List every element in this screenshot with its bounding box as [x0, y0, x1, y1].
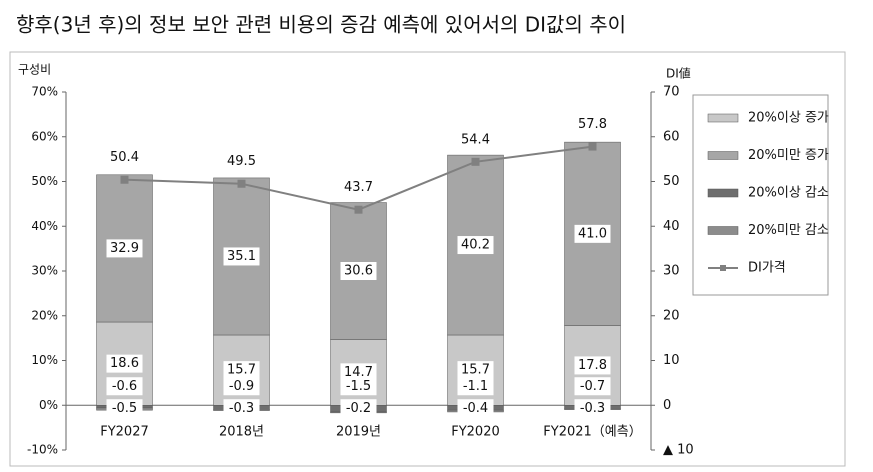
value-label-box	[106, 399, 143, 418]
y2-tick-label: 50	[663, 174, 680, 189]
value-label: 17.8	[578, 358, 607, 373]
x-tick-label: 2018년	[219, 425, 264, 440]
value-label: -0.3	[580, 401, 605, 416]
value-label-box	[223, 377, 260, 396]
value-label-box	[457, 399, 494, 418]
value-label: 15.7	[227, 363, 256, 378]
value-label: 14.7	[344, 365, 373, 380]
x-tick-label: 2019년	[336, 425, 381, 440]
line-value-label: 50.4	[110, 150, 139, 165]
legend-swatch	[707, 226, 739, 235]
y2-axis-label: DI値	[666, 66, 691, 81]
legend-swatch	[720, 265, 726, 271]
value-label-box	[106, 239, 143, 258]
value-label: -0.4	[463, 401, 488, 416]
line-value-label: 54.4	[461, 132, 490, 147]
line-value-label: 57.8	[578, 117, 607, 132]
value-label-box	[574, 224, 611, 243]
value-label-box	[106, 354, 143, 373]
y2-tick-label: ▲ 10	[663, 443, 694, 458]
value-label: 30.6	[344, 264, 373, 279]
y-tick-label: 70%	[31, 85, 58, 99]
value-label-box	[223, 399, 260, 418]
value-label: -0.9	[229, 379, 254, 394]
value-label: -0.2	[346, 401, 371, 416]
line-marker	[588, 142, 597, 151]
value-label: 40.2	[461, 238, 490, 253]
value-label-box	[340, 363, 377, 382]
legend-swatch	[707, 151, 739, 160]
line-marker	[120, 175, 129, 184]
value-label: -1.5	[346, 379, 371, 394]
y-tick-label: 0%	[39, 398, 58, 412]
value-label: -0.6	[112, 379, 137, 394]
y-tick-label: 40%	[31, 219, 58, 233]
y-axis-label: 구성비	[18, 63, 51, 77]
x-tick-label: FY2020	[451, 425, 500, 440]
value-label: -1.1	[463, 379, 488, 394]
value-label-box	[340, 262, 377, 280]
legend-swatch	[707, 113, 739, 123]
value-label: 18.6	[110, 356, 139, 371]
line-value-label: 43.7	[344, 180, 373, 195]
value-label: 35.1	[227, 249, 256, 264]
line-marker	[237, 179, 246, 188]
y2-tick-label: 40	[663, 219, 680, 234]
y-tick-label: 30%	[31, 264, 58, 278]
value-label-box	[457, 236, 494, 255]
value-label: -0.7	[580, 379, 605, 394]
y-tick-label: -10%	[27, 443, 58, 457]
value-label: -0.3	[229, 401, 254, 416]
value-label: 32.9	[110, 241, 139, 256]
legend-label: DI가격	[748, 261, 786, 276]
value-label-box	[223, 361, 260, 380]
value-label-box	[340, 399, 377, 418]
y-tick-label: 20%	[31, 308, 58, 322]
value-label-box	[574, 399, 611, 418]
legend-swatch	[707, 188, 739, 198]
line-marker	[354, 205, 363, 214]
x-tick-label: FY2027	[100, 425, 149, 440]
value-label-box	[574, 377, 611, 396]
y2-tick-label: 60	[663, 129, 680, 144]
value-label-box	[457, 377, 494, 396]
y2-tick-label: 10	[663, 353, 680, 368]
y-tick-label: 60%	[31, 129, 58, 143]
y2-tick-label: 20	[663, 308, 680, 323]
value-label: 15.7	[461, 363, 490, 378]
value-label-box	[223, 247, 260, 266]
title-box	[0, 0, 720, 48]
legend-label: 20%미만 감소	[748, 223, 829, 238]
y-tick-label: 50%	[31, 174, 58, 188]
y2-tick-label: 30	[663, 264, 680, 279]
legend-label: 20%이상 감소	[748, 186, 829, 201]
x-tick-label: FY2021（예측）	[543, 425, 641, 440]
line-value-label: 49.5	[227, 154, 256, 169]
y2-tick-label: 70	[663, 85, 680, 100]
value-label: -0.5	[112, 401, 137, 416]
value-label-box	[340, 377, 377, 396]
value-label-box	[106, 377, 143, 396]
line-marker	[471, 157, 480, 166]
value-label-box	[457, 361, 494, 380]
value-label: 41.0	[578, 226, 607, 241]
legend-label: 20%미만 증가	[748, 148, 829, 163]
legend-label: 20%이상 증가	[748, 111, 829, 126]
chart-title: 향후(3년 후)의 정보 보안 관련 비용의 증감 예측에 있어서의 DI값의 …	[16, 13, 626, 37]
value-label-box	[574, 356, 611, 375]
y-tick-label: 10%	[31, 353, 58, 367]
y2-tick-label: 0	[663, 398, 671, 413]
